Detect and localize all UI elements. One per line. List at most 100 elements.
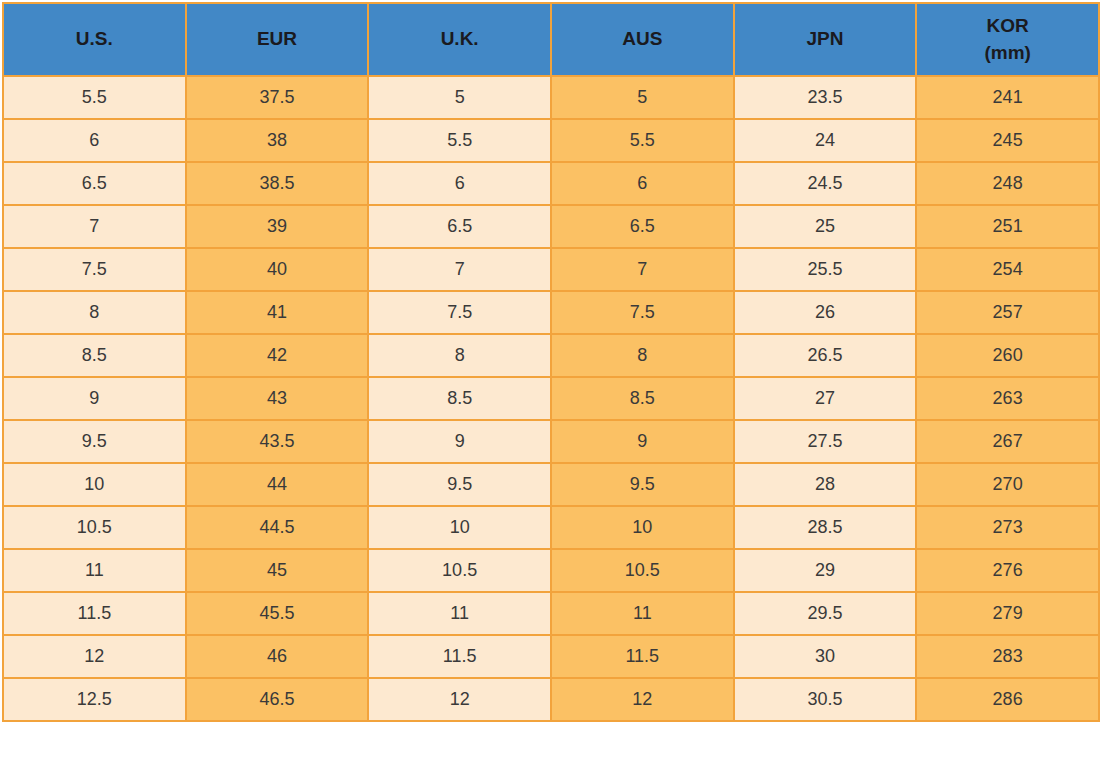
table-header: U.S.EURU.K.AUSJPNKOR(mm) xyxy=(3,3,1099,76)
table-cell: 39 xyxy=(186,205,369,248)
table-row: 5.537.55523.5241 xyxy=(3,76,1099,119)
column-header-eur: EUR xyxy=(186,3,369,76)
table-cell: 8 xyxy=(3,291,186,334)
table-cell: 7 xyxy=(3,205,186,248)
table-cell: 5.5 xyxy=(3,76,186,119)
table-cell: 10 xyxy=(3,463,186,506)
table-cell: 12 xyxy=(368,678,551,721)
table-cell: 241 xyxy=(916,76,1099,119)
table-cell: 8 xyxy=(368,334,551,377)
table-cell: 10.5 xyxy=(3,506,186,549)
table-cell: 38 xyxy=(186,119,369,162)
table-cell: 5.5 xyxy=(368,119,551,162)
table-cell: 5.5 xyxy=(551,119,734,162)
table-cell: 9 xyxy=(368,420,551,463)
table-cell: 251 xyxy=(916,205,1099,248)
column-header-label: AUS xyxy=(552,26,733,53)
table-cell: 9.5 xyxy=(3,420,186,463)
table-cell: 11.5 xyxy=(551,635,734,678)
table-cell: 43.5 xyxy=(186,420,369,463)
table-cell: 6 xyxy=(368,162,551,205)
table-row: 6.538.56624.5248 xyxy=(3,162,1099,205)
table-cell: 43 xyxy=(186,377,369,420)
table-cell: 10 xyxy=(368,506,551,549)
table-row: 11.545.5111129.5279 xyxy=(3,592,1099,635)
column-header-label: JPN xyxy=(735,26,916,53)
column-header-jpn: JPN xyxy=(734,3,917,76)
table-cell: 30.5 xyxy=(734,678,917,721)
table-row: 6385.55.524245 xyxy=(3,119,1099,162)
table-cell: 8.5 xyxy=(3,334,186,377)
column-header-sublabel: (mm) xyxy=(917,40,1098,67)
table-cell: 25.5 xyxy=(734,248,917,291)
column-header-aus: AUS xyxy=(551,3,734,76)
table-cell: 12 xyxy=(3,635,186,678)
table-cell: 245 xyxy=(916,119,1099,162)
table-cell: 283 xyxy=(916,635,1099,678)
table-cell: 28 xyxy=(734,463,917,506)
table-cell: 27 xyxy=(734,377,917,420)
table-cell: 24.5 xyxy=(734,162,917,205)
column-header-us: U.S. xyxy=(3,3,186,76)
table-cell: 28.5 xyxy=(734,506,917,549)
table-body: 5.537.55523.52416385.55.5242456.538.5662… xyxy=(3,76,1099,721)
table-row: 10449.59.528270 xyxy=(3,463,1099,506)
table-cell: 23.5 xyxy=(734,76,917,119)
table-cell: 7 xyxy=(368,248,551,291)
table-cell: 9.5 xyxy=(551,463,734,506)
table-cell: 44.5 xyxy=(186,506,369,549)
table-cell: 42 xyxy=(186,334,369,377)
table-cell: 260 xyxy=(916,334,1099,377)
table-cell: 6.5 xyxy=(551,205,734,248)
table-cell: 5 xyxy=(368,76,551,119)
table-cell: 12.5 xyxy=(3,678,186,721)
column-header-uk: U.K. xyxy=(368,3,551,76)
table-cell: 37.5 xyxy=(186,76,369,119)
table-cell: 12 xyxy=(551,678,734,721)
table-cell: 26.5 xyxy=(734,334,917,377)
table-cell: 8.5 xyxy=(368,377,551,420)
table-cell: 10.5 xyxy=(551,549,734,592)
table-cell: 29.5 xyxy=(734,592,917,635)
table-cell: 41 xyxy=(186,291,369,334)
table-cell: 45.5 xyxy=(186,592,369,635)
table-cell: 29 xyxy=(734,549,917,592)
size-conversion-table: U.S.EURU.K.AUSJPNKOR(mm) 5.537.55523.524… xyxy=(2,2,1100,722)
table-cell: 257 xyxy=(916,291,1099,334)
table-row: 7.5407725.5254 xyxy=(3,248,1099,291)
table-cell: 30 xyxy=(734,635,917,678)
table-cell: 8 xyxy=(551,334,734,377)
table-row: 114510.510.529276 xyxy=(3,549,1099,592)
table-cell: 254 xyxy=(916,248,1099,291)
column-header-label: U.K. xyxy=(369,26,550,53)
size-chart-container: U.S.EURU.K.AUSJPNKOR(mm) 5.537.55523.524… xyxy=(0,0,1102,722)
table-cell: 5 xyxy=(551,76,734,119)
column-header-label: EUR xyxy=(187,26,368,53)
table-cell: 248 xyxy=(916,162,1099,205)
table-cell: 9.5 xyxy=(368,463,551,506)
table-cell: 24 xyxy=(734,119,917,162)
table-row: 124611.511.530283 xyxy=(3,635,1099,678)
table-cell: 6.5 xyxy=(3,162,186,205)
table-cell: 38.5 xyxy=(186,162,369,205)
table-cell: 7.5 xyxy=(3,248,186,291)
table-cell: 6 xyxy=(3,119,186,162)
table-cell: 44 xyxy=(186,463,369,506)
table-cell: 11 xyxy=(3,549,186,592)
table-cell: 7.5 xyxy=(368,291,551,334)
table-cell: 9 xyxy=(3,377,186,420)
table-cell: 10.5 xyxy=(368,549,551,592)
table-cell: 270 xyxy=(916,463,1099,506)
column-header-label: KOR xyxy=(917,13,1098,40)
table-cell: 279 xyxy=(916,592,1099,635)
table-cell: 26 xyxy=(734,291,917,334)
table-cell: 46.5 xyxy=(186,678,369,721)
table-cell: 7 xyxy=(551,248,734,291)
table-cell: 27.5 xyxy=(734,420,917,463)
table-row: 7396.56.525251 xyxy=(3,205,1099,248)
table-row: 12.546.5121230.5286 xyxy=(3,678,1099,721)
table-cell: 11.5 xyxy=(368,635,551,678)
table-cell: 286 xyxy=(916,678,1099,721)
table-cell: 46 xyxy=(186,635,369,678)
table-cell: 276 xyxy=(916,549,1099,592)
